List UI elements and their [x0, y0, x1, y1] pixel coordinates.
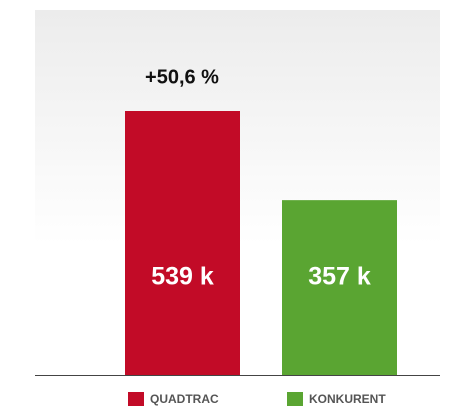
legend-text: QUADTRAC [150, 392, 219, 406]
value-label: 357 k [308, 263, 371, 291]
legend-swatch [128, 392, 144, 406]
value-label: 539 k [151, 263, 214, 291]
bar [282, 200, 397, 375]
legend-swatch [287, 392, 303, 406]
annotation: +50,6 % [145, 66, 219, 88]
legend-text: KONKURENT [309, 392, 386, 406]
bar [125, 111, 240, 375]
